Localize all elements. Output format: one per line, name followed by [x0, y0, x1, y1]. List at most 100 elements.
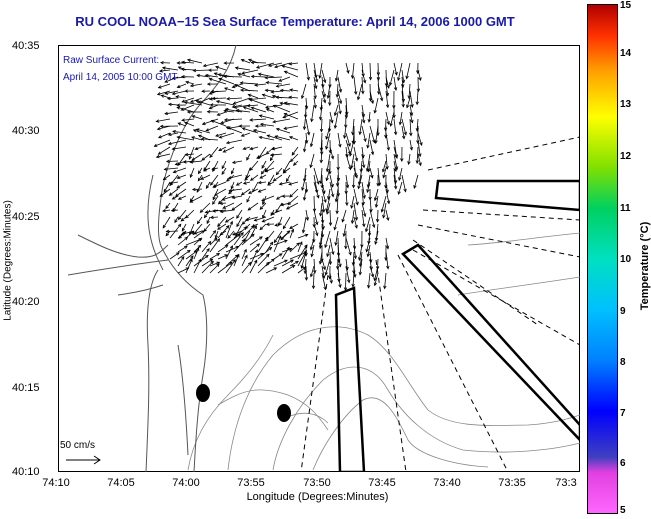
current-vector-head	[221, 197, 226, 201]
current-vector-head	[257, 72, 262, 77]
current-vector-head	[289, 158, 294, 163]
current-vector-head	[350, 204, 354, 209]
current-vector-head	[165, 205, 169, 210]
current-vector-head	[353, 91, 358, 95]
current-vector	[262, 216, 275, 223]
current-vector	[172, 131, 187, 134]
current-vector-head	[224, 107, 229, 112]
current-vectors	[153, 58, 423, 292]
current-vector	[417, 139, 421, 157]
current-vector-head	[334, 242, 338, 246]
current-vector	[366, 237, 371, 252]
current-vector	[367, 244, 371, 257]
current-vector	[195, 146, 203, 150]
current-vector-head	[259, 122, 264, 127]
current-vector-head	[176, 175, 181, 179]
current-vector	[345, 104, 347, 119]
current-vector-head	[217, 226, 221, 230]
current-vector	[326, 202, 331, 215]
current-vector	[177, 256, 185, 267]
current-vector-head	[386, 121, 390, 126]
current-vector-head	[260, 252, 265, 257]
current-vector-head	[191, 136, 195, 140]
current-vector-head	[187, 249, 191, 254]
current-vector	[311, 244, 315, 257]
current-vector	[168, 103, 179, 106]
colorbar-tick: 15	[620, 0, 632, 11]
current-vector-head	[157, 151, 162, 155]
current-vector	[162, 67, 179, 71]
current-vector	[158, 146, 171, 155]
current-vector-head	[244, 217, 249, 222]
current-vector-head	[285, 206, 290, 210]
current-vector-head	[350, 165, 354, 169]
current-date: April 14, 2005 10:00 GMT	[63, 72, 178, 83]
current-vector	[305, 97, 308, 109]
current-vector	[217, 223, 227, 230]
current-vector-head	[323, 199, 327, 204]
current-vector	[385, 251, 389, 269]
current-vector	[209, 104, 219, 109]
current-vector	[249, 249, 258, 267]
current-vector	[401, 125, 405, 139]
current-vector	[249, 146, 259, 150]
current-vector	[231, 181, 235, 189]
y-tick-label: 40:25	[12, 211, 40, 223]
current-vector-head	[216, 261, 221, 265]
current-vector	[398, 181, 403, 195]
x-axis-label: Longitude (Degrees:Minutes)	[246, 491, 389, 503]
current-vector	[218, 78, 235, 85]
current-vector	[334, 104, 339, 116]
current-vector	[216, 100, 235, 106]
x-tick-label: 73:55	[237, 477, 265, 489]
current-vector	[301, 83, 307, 99]
current-vector-head	[295, 260, 299, 265]
current-vector	[257, 247, 272, 260]
current-vector	[367, 132, 371, 148]
current-vector	[211, 120, 227, 127]
current-vector	[193, 259, 202, 274]
current-vector-head	[241, 127, 246, 131]
current-vector	[248, 94, 259, 99]
current-vector-head	[333, 112, 338, 117]
current-vector	[321, 195, 325, 213]
current-vector-head	[288, 95, 293, 100]
current-vector-head	[200, 137, 205, 141]
current-vector-head	[229, 245, 233, 249]
current-vector-head	[329, 280, 333, 284]
current-vector-head	[336, 266, 340, 270]
current-vector	[266, 146, 275, 155]
current-vector-head	[197, 177, 202, 182]
current-vector	[335, 69, 339, 81]
current-vector	[185, 259, 193, 274]
current-vector	[258, 181, 267, 184]
current-vector	[215, 66, 227, 71]
current-vector-head	[188, 155, 192, 160]
current-vector	[240, 82, 259, 85]
current-vector	[241, 132, 251, 137]
current-vector	[417, 132, 423, 146]
current-vector-head	[253, 225, 257, 229]
colorbar-tick: 13	[620, 99, 632, 110]
current-vector-head	[246, 103, 251, 108]
current-vector	[313, 167, 320, 185]
current-vector	[375, 230, 379, 245]
current-vector-head	[365, 228, 369, 233]
current-vector	[184, 122, 195, 127]
current-vector-head	[189, 174, 193, 179]
current-vector	[302, 216, 307, 233]
current-vector-head	[256, 243, 261, 247]
scale-arrow	[66, 455, 101, 465]
current-vector-head	[286, 246, 290, 251]
current-vector	[205, 209, 219, 213]
current-vector	[349, 139, 355, 156]
current-vector	[251, 76, 267, 78]
current-vector-head	[358, 257, 362, 261]
current-vector-head	[181, 118, 186, 122]
current-vector-head	[406, 104, 410, 109]
current-vector-head	[290, 259, 294, 263]
current-vector-head	[386, 147, 391, 151]
current-vector-head	[197, 170, 202, 175]
current-vector	[369, 265, 374, 278]
current-vector	[203, 62, 219, 67]
